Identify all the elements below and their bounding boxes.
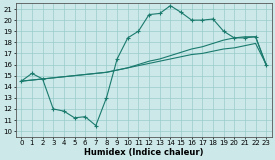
X-axis label: Humidex (Indice chaleur): Humidex (Indice chaleur) <box>84 148 204 156</box>
